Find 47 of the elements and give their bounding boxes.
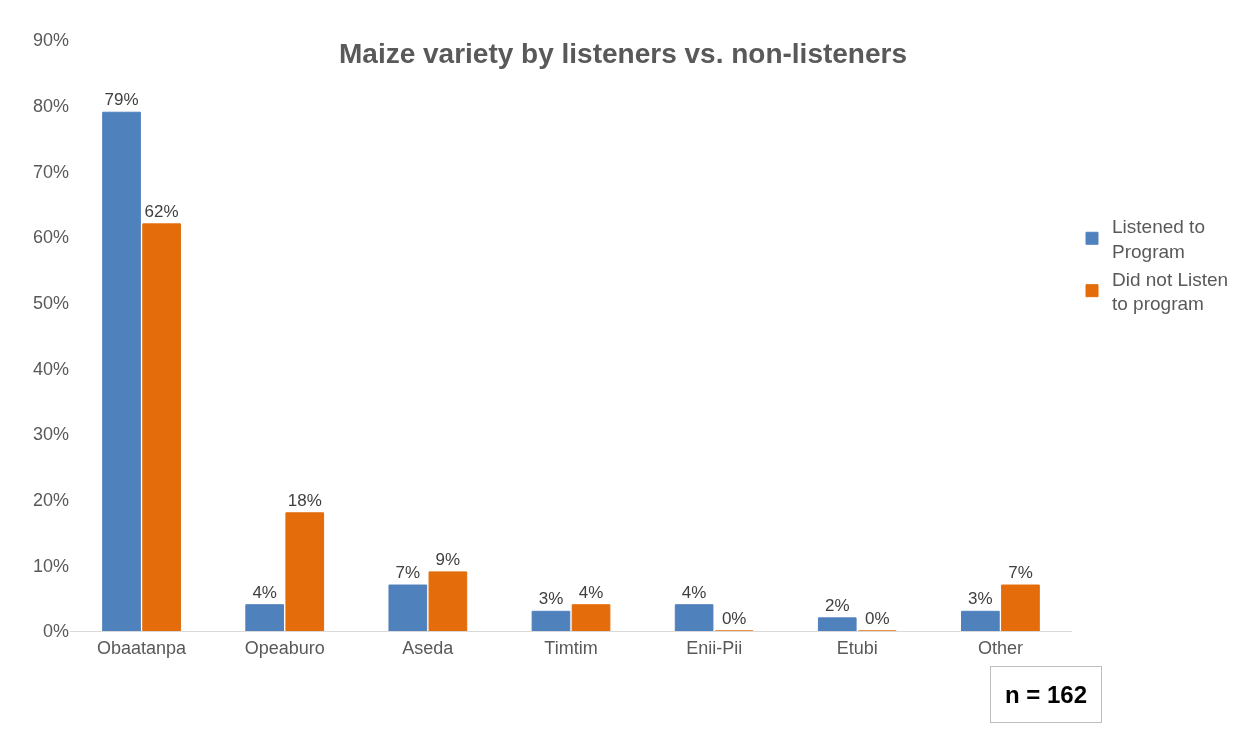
x-tick-label: Opeaburo	[244, 637, 325, 658]
bar	[428, 571, 468, 631]
bar	[388, 584, 428, 631]
data-label: 7%	[395, 563, 421, 583]
y-tick-label: 10%	[32, 555, 69, 576]
bar	[245, 604, 285, 631]
x-tick-label: Obaatanpa	[97, 637, 188, 658]
text: n = 162	[1005, 681, 1088, 708]
data-label: 3%	[968, 589, 993, 609]
y-tick-label: 30%	[32, 424, 69, 445]
legend-label: Did not Listen to program	[1112, 268, 1229, 315]
bar	[285, 512, 325, 631]
data-label: 18%	[287, 490, 322, 510]
bar	[571, 604, 611, 631]
legend-label: Listened to Program	[1112, 216, 1205, 263]
data-label: 7%	[1008, 563, 1033, 583]
data-label: 62%	[144, 201, 179, 221]
data-label: 2%	[824, 595, 850, 615]
data-label: 4%	[252, 582, 277, 602]
bar	[961, 610, 1000, 631]
bar	[1001, 584, 1040, 631]
data-label: 4%	[578, 582, 604, 602]
y-tick-label: 80%	[32, 95, 69, 116]
bar	[142, 223, 181, 631]
data-label: 79%	[104, 90, 139, 110]
bar	[674, 604, 714, 631]
data-label: 0%	[865, 609, 890, 628]
data-label: 0%	[721, 609, 747, 628]
x-tick-label: Other	[977, 637, 1023, 658]
x-tick-label: Etubi	[836, 637, 878, 658]
x-tick-label: Timtim	[544, 637, 598, 658]
x-tick-label: Enii-Pii	[686, 637, 743, 658]
bar	[102, 111, 141, 631]
y-tick-label: 70%	[32, 161, 69, 182]
y-tick-label: 60%	[32, 227, 69, 248]
y-tick-label: 20%	[32, 489, 69, 510]
y-tick-label: 50%	[32, 292, 69, 313]
y-tick-label: 0%	[42, 621, 69, 642]
data-label: 4%	[681, 582, 707, 602]
y-tick-label: 40%	[32, 358, 69, 379]
y-tick-label: 90%	[32, 30, 69, 51]
chart-title: Maize variety by listeners vs. non-listeners	[338, 38, 908, 70]
bar	[531, 610, 571, 631]
data-label: 9%	[435, 549, 461, 569]
x-tick-label: Aseda	[402, 637, 455, 658]
bar	[817, 617, 857, 631]
data-label: 3%	[538, 589, 564, 609]
